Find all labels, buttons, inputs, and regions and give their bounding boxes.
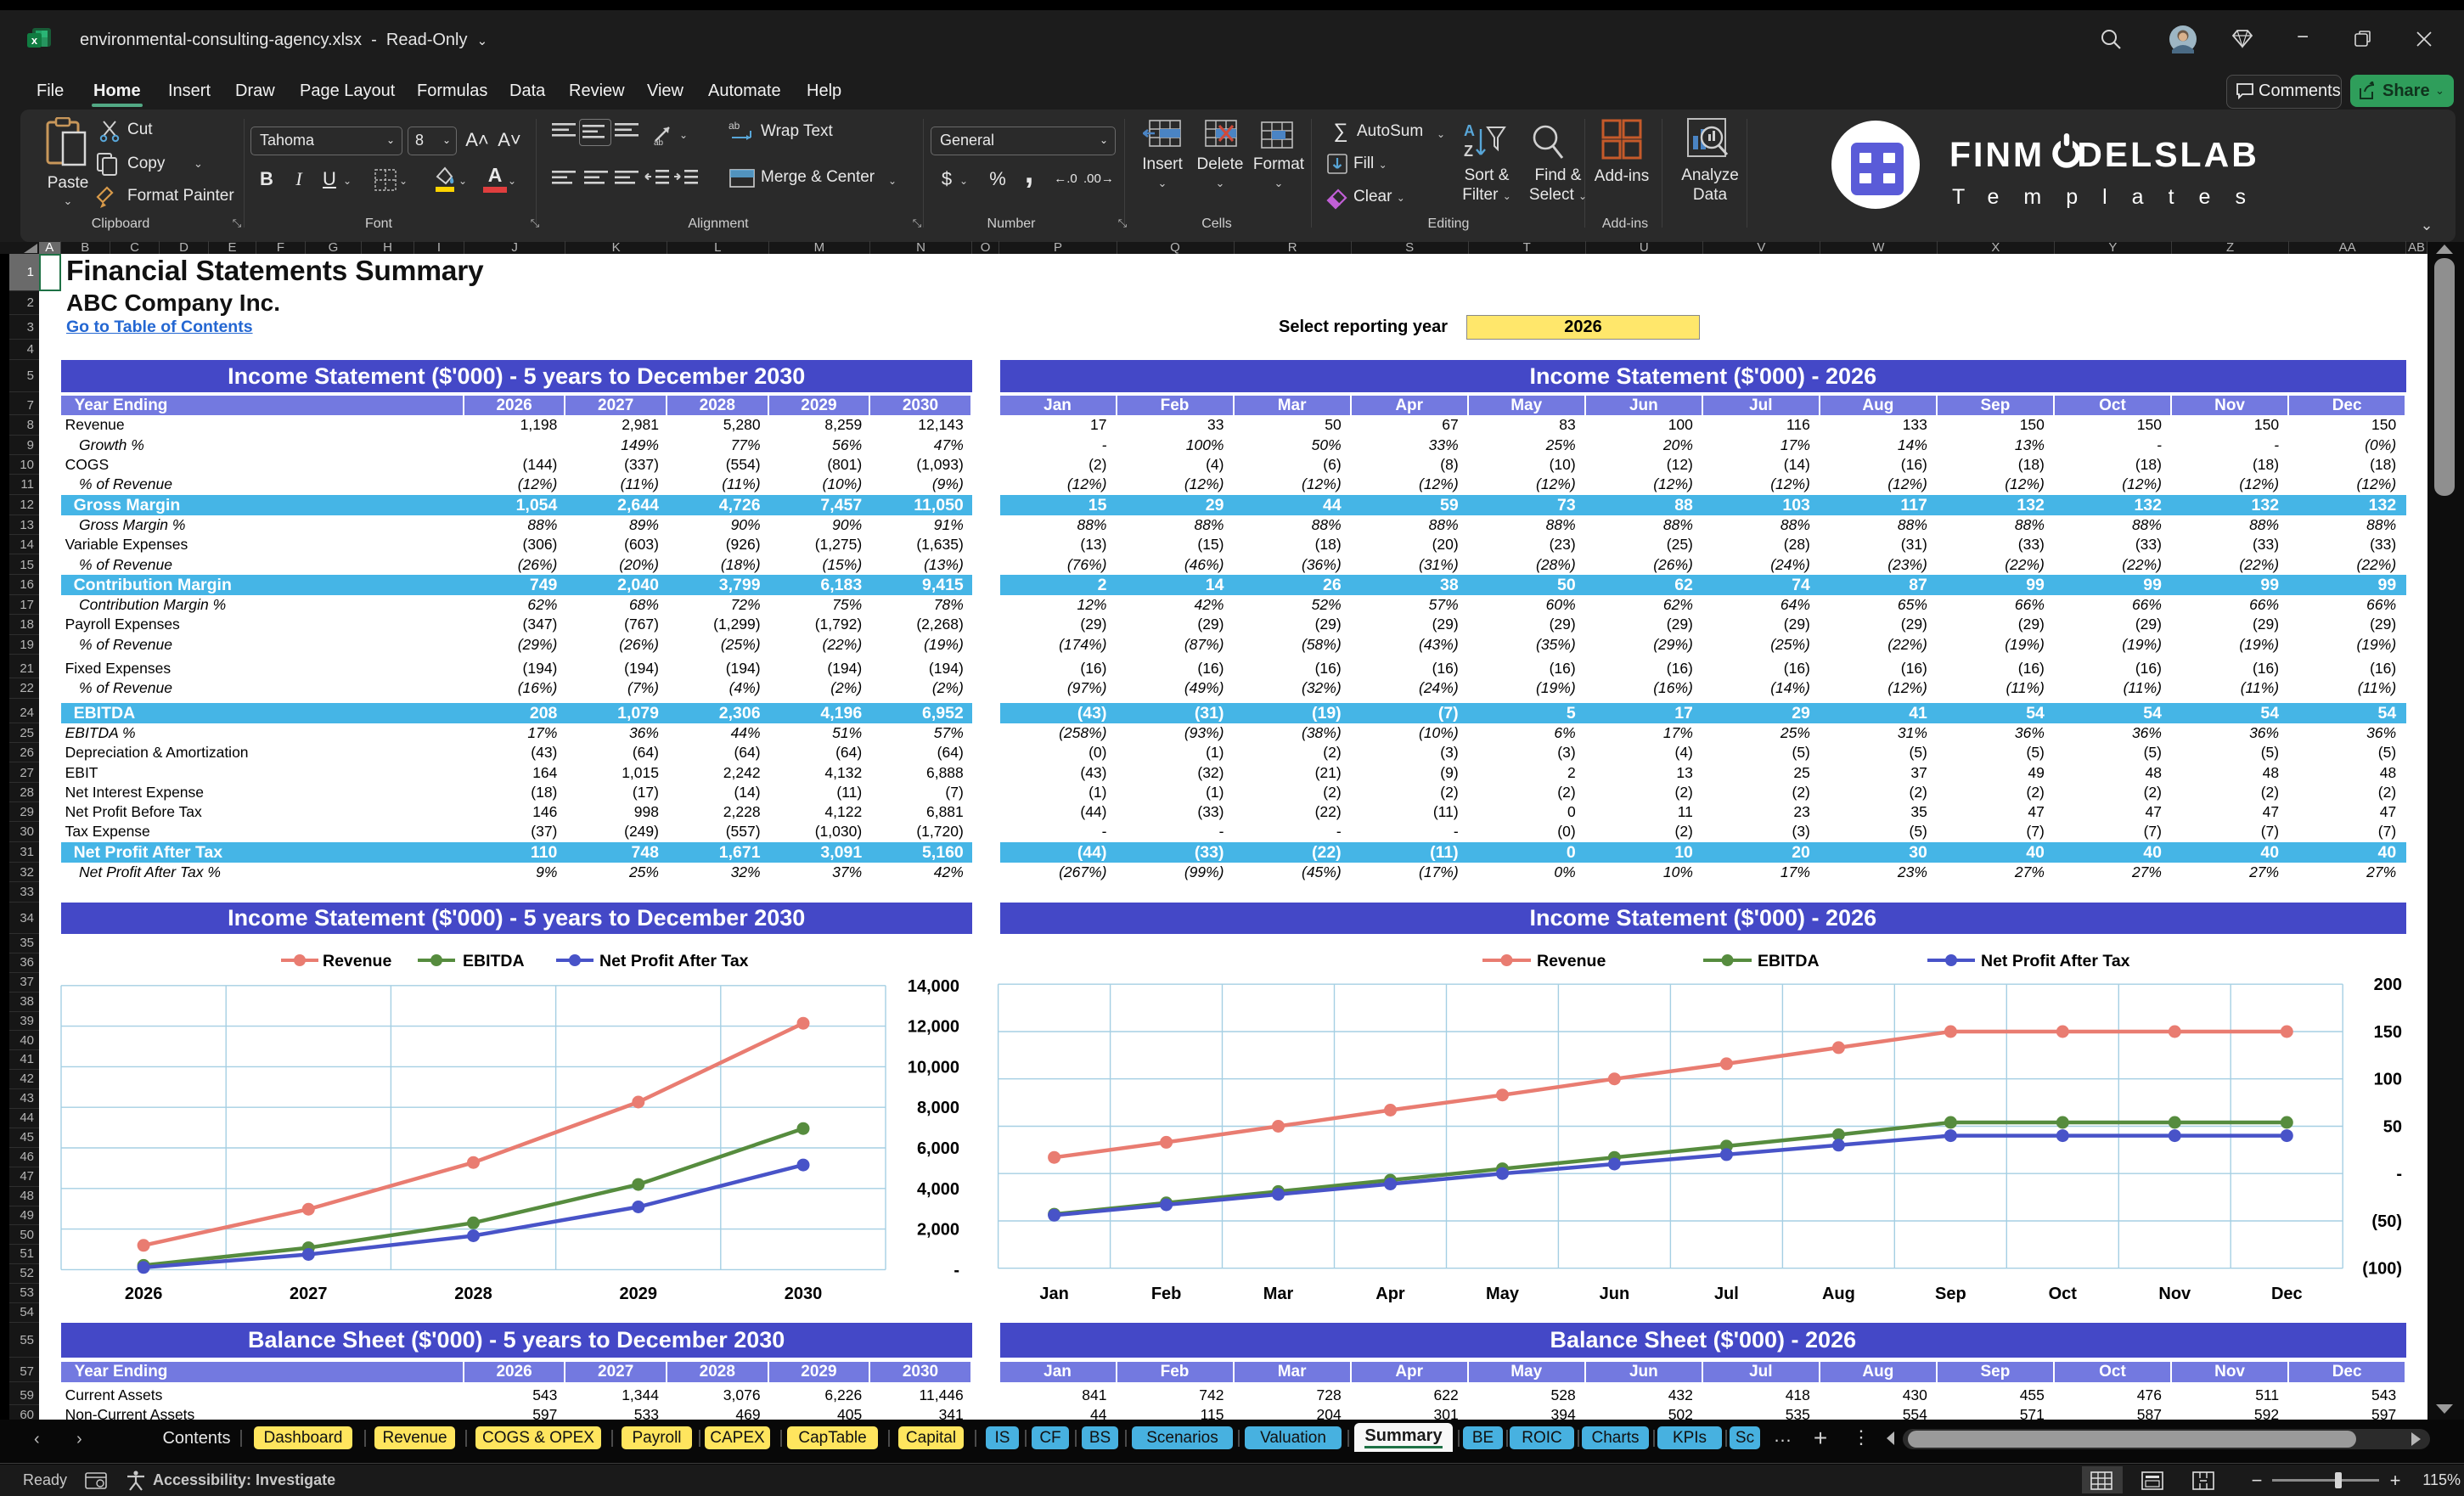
svg-text:4,000: 4,000 (917, 1180, 959, 1199)
svg-text:EBITDA: EBITDA (463, 952, 525, 970)
svg-text:150: 150 (2374, 1023, 2402, 1042)
svg-text:50: 50 (2383, 1118, 2402, 1137)
svg-text:14,000: 14,000 (908, 977, 959, 996)
svg-text:-: - (2396, 1165, 2402, 1184)
svg-text:ab: ab (729, 120, 740, 132)
svg-text:Net Profit After Tax: Net Profit After Tax (599, 952, 749, 970)
svg-text:100: 100 (2374, 1071, 2402, 1089)
svg-text:Net Profit After Tax: Net Profit After Tax (1981, 952, 2130, 970)
svg-text:Dec: Dec (2271, 1285, 2303, 1303)
svg-text:Nov: Nov (2158, 1285, 2191, 1303)
svg-text:Z: Z (1464, 143, 1473, 160)
svg-text:8,000: 8,000 (917, 1099, 959, 1117)
svg-text:Aug: Aug (1822, 1285, 1855, 1303)
svg-text:Apr: Apr (1375, 1285, 1405, 1303)
svg-text:May: May (1486, 1285, 1520, 1303)
svg-text:6,000: 6,000 (917, 1139, 959, 1158)
svg-text:10,000: 10,000 (908, 1058, 959, 1077)
svg-text:Jul: Jul (1714, 1285, 1739, 1303)
svg-text:EBITDA: EBITDA (1758, 952, 1820, 970)
svg-text:2,000: 2,000 (917, 1221, 959, 1240)
svg-text:2028: 2028 (454, 1285, 492, 1303)
svg-text:-: - (954, 1261, 959, 1279)
svg-text:Revenue: Revenue (1537, 952, 1606, 970)
svg-text:A: A (1464, 122, 1475, 139)
svg-text:2026: 2026 (125, 1285, 163, 1303)
svg-text:Oct: Oct (2049, 1285, 2078, 1303)
svg-text:Sep: Sep (1935, 1285, 1966, 1303)
svg-text:Mar: Mar (1263, 1285, 1294, 1303)
svg-text:x: x (31, 34, 38, 47)
svg-text:Feb: Feb (1151, 1285, 1182, 1303)
svg-text:200: 200 (2374, 976, 2402, 994)
svg-text:(50): (50) (2371, 1212, 2402, 1231)
svg-text:2027: 2027 (290, 1285, 328, 1303)
svg-text:2029: 2029 (620, 1285, 658, 1303)
svg-text:Jan: Jan (1039, 1285, 1068, 1303)
svg-text:12,000: 12,000 (908, 1018, 959, 1037)
svg-text:Jun: Jun (1600, 1285, 1630, 1303)
svg-text:(100): (100) (2362, 1260, 2402, 1279)
svg-text:Revenue: Revenue (323, 952, 391, 970)
svg-text:2030: 2030 (785, 1285, 823, 1303)
svg-text:ab: ab (654, 138, 664, 146)
